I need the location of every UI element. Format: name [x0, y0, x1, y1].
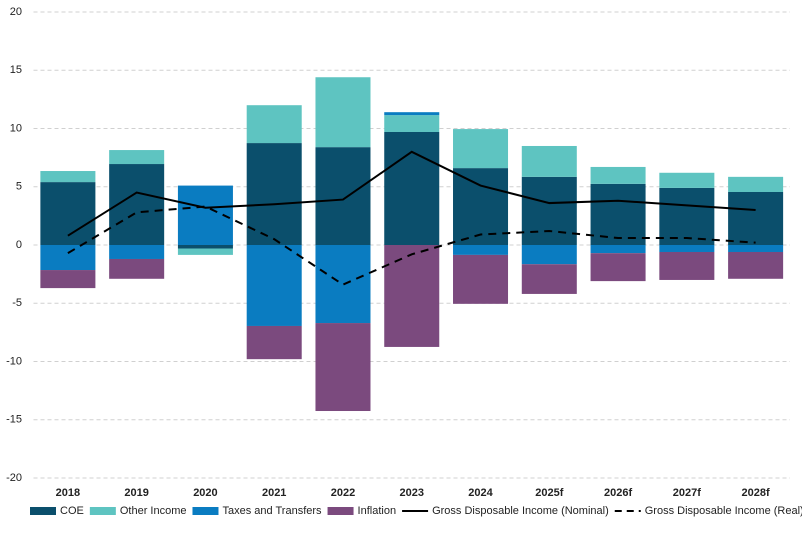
bar — [384, 245, 440, 347]
bar — [659, 187, 715, 245]
bar — [40, 171, 96, 183]
x-tick-label: 2023 — [400, 487, 424, 499]
bar — [177, 248, 233, 255]
bar — [40, 270, 96, 289]
y-tick-label: 5 — [16, 181, 22, 193]
x-tick-label: 2026f — [604, 487, 632, 499]
x-tick-label: 2019 — [124, 487, 148, 499]
bar — [659, 172, 715, 188]
legend-label: Taxes and Transfers — [222, 505, 322, 517]
x-tick-label: 2028f — [742, 487, 770, 499]
bar — [453, 129, 509, 169]
bar — [315, 323, 371, 412]
bar — [728, 191, 784, 245]
legend-label: COE — [60, 505, 84, 517]
bar — [590, 183, 646, 245]
x-tick-label: 2027f — [673, 487, 701, 499]
bar — [40, 245, 96, 271]
bar — [315, 77, 371, 148]
bar — [109, 258, 165, 279]
line — [67, 205, 756, 286]
bar — [315, 147, 371, 245]
bar — [246, 325, 302, 360]
legend-swatch — [30, 507, 56, 515]
bar — [109, 245, 165, 259]
bar — [590, 253, 646, 282]
legend-label: Inflation — [358, 505, 397, 517]
bar — [384, 115, 440, 132]
bar — [521, 145, 577, 177]
bar — [728, 245, 784, 252]
y-tick-label: 10 — [10, 122, 22, 134]
x-tick-label: 2022 — [331, 487, 355, 499]
bar — [109, 150, 165, 165]
bar — [246, 245, 302, 326]
bar — [315, 245, 371, 324]
bar — [453, 254, 509, 304]
bar — [246, 143, 302, 245]
legend-swatch — [192, 507, 219, 515]
y-tick-label: 20 — [10, 6, 22, 18]
y-tick-label: 0 — [16, 239, 22, 251]
y-tick-label: -15 — [6, 414, 22, 426]
bar — [590, 166, 646, 184]
bar — [590, 245, 646, 254]
bar — [453, 168, 509, 245]
y-tick-label: -10 — [6, 355, 22, 367]
legend-swatch — [89, 507, 116, 515]
bar — [521, 245, 577, 265]
x-tick-label: 2025f — [535, 487, 563, 499]
bar — [177, 245, 233, 249]
y-tick-label: -20 — [6, 472, 22, 484]
x-tick-label: 2018 — [56, 487, 80, 499]
line — [67, 150, 756, 237]
bar — [384, 112, 440, 116]
bar — [453, 245, 509, 255]
x-tick-label: 2024 — [468, 487, 493, 499]
legend-label: Gross Disposable Income (Real) — [645, 505, 802, 517]
bar — [246, 105, 302, 144]
bar — [659, 251, 715, 280]
y-tick-label: 15 — [10, 64, 22, 76]
x-tick-label: 2021 — [262, 487, 286, 499]
y-tick-label: -5 — [12, 297, 22, 309]
legend-label: Other Income — [120, 505, 187, 517]
bar — [728, 251, 784, 279]
bar — [728, 176, 784, 192]
bar — [521, 176, 577, 245]
bar — [659, 245, 715, 252]
legend-label: Gross Disposable Income (Nominal) — [432, 505, 609, 517]
x-tick-label: 2020 — [193, 487, 217, 499]
bar — [384, 131, 440, 245]
legend-swatch — [327, 507, 354, 515]
bar — [521, 264, 577, 294]
